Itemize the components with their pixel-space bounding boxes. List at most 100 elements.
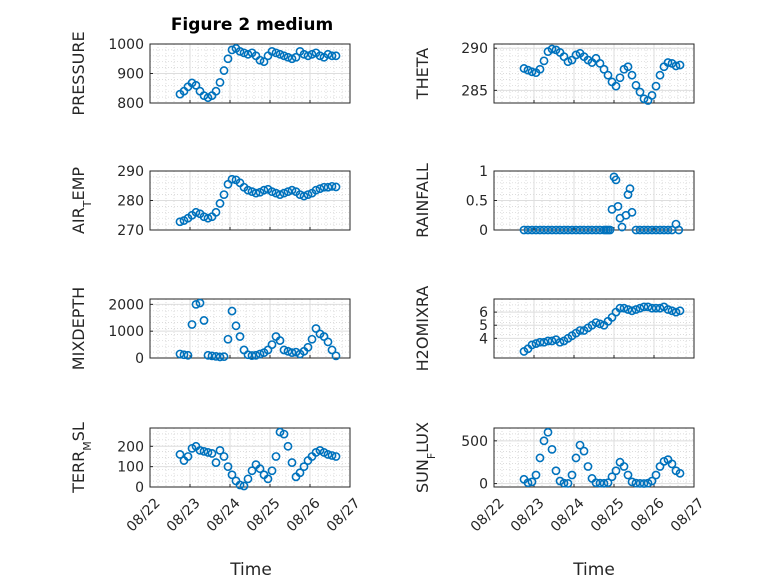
- data-point: [607, 472, 617, 482]
- data-point: [191, 207, 201, 217]
- data-point: [523, 65, 533, 75]
- data-point: [623, 470, 633, 480]
- data-point: [215, 352, 225, 362]
- data-point: [599, 478, 609, 488]
- data-point: [203, 213, 213, 223]
- data-point: [315, 184, 325, 194]
- data-point: [675, 468, 685, 478]
- y-axis-label: AIRTEMP: [69, 167, 94, 234]
- data-point: [555, 337, 565, 347]
- data-point: [327, 451, 337, 460]
- data-point: [543, 336, 553, 346]
- data-point: [639, 479, 649, 488]
- data-point: [211, 458, 221, 467]
- data-point: [619, 303, 629, 313]
- data-point: [203, 350, 213, 360]
- data-point: [619, 462, 629, 471]
- data-point: [191, 299, 201, 309]
- data-point: [591, 318, 601, 327]
- data-point: [579, 446, 589, 456]
- y-tick-label: 1000: [108, 37, 144, 53]
- data-point: [279, 188, 289, 198]
- data-point: [323, 337, 333, 347]
- data-point: [539, 337, 549, 347]
- data-point: [307, 334, 317, 344]
- data-point: [295, 468, 305, 478]
- subplot-pressure: 800 900 1000 PRESSURE: [69, 31, 351, 116]
- data-point: [207, 449, 217, 458]
- data-point: [255, 349, 265, 359]
- data-point: [291, 52, 301, 62]
- y-axis-label: RAINFALL: [413, 163, 432, 238]
- y-tick-label: 5: [479, 318, 488, 334]
- data-point: [255, 464, 265, 474]
- data-point: [235, 46, 245, 56]
- data-point: [271, 48, 281, 58]
- data-point: [611, 466, 621, 476]
- data-point: [223, 334, 233, 344]
- data-point: [267, 187, 277, 197]
- data-point: [219, 352, 229, 362]
- data-point: [175, 450, 185, 459]
- data-point: [613, 201, 623, 211]
- y-tick-label: 200: [117, 439, 144, 455]
- data-point: [251, 350, 261, 360]
- data-point: [603, 70, 613, 80]
- data-point: [315, 51, 325, 61]
- data-point: [651, 303, 661, 313]
- data-point: [259, 57, 269, 67]
- data-point: [227, 306, 237, 316]
- y-tick-label: 0: [135, 480, 144, 496]
- data-point: [539, 436, 549, 446]
- subplot-sun-flux: 0 500 08/22 08/23 08/24 08/25 08/26 08/27 SUNFLU…: [413, 422, 708, 535]
- data-point: [595, 319, 605, 329]
- axes-box: [149, 43, 351, 104]
- data-point: [327, 345, 337, 355]
- y-tick-label: 100: [117, 460, 144, 476]
- data-point: [207, 351, 217, 361]
- data-point: [531, 339, 541, 348]
- data-point: [263, 474, 273, 484]
- x-tick-label: 08/23: [508, 495, 548, 535]
- y-tick-label: 1000: [108, 324, 144, 340]
- data-point: [535, 64, 545, 74]
- data-point: [663, 58, 673, 67]
- data-point: [615, 303, 625, 313]
- data-point: [627, 70, 637, 80]
- data-point: [211, 207, 221, 217]
- data-point: [183, 452, 193, 461]
- data-point: [631, 305, 641, 314]
- y-tick-label: 800: [117, 96, 144, 112]
- data-point: [275, 190, 285, 199]
- data-point: [603, 478, 613, 488]
- data-point: [527, 67, 537, 77]
- data-point: [647, 476, 657, 486]
- data-point: [331, 182, 341, 192]
- data-point: [591, 478, 601, 488]
- y-tick-label: 270: [117, 223, 144, 239]
- data-point: [227, 45, 237, 55]
- data-point: [287, 185, 297, 195]
- data-point: [243, 474, 253, 484]
- axes-box: [149, 427, 351, 488]
- data-point: [175, 217, 185, 227]
- data-point: [331, 452, 341, 461]
- data-point: [623, 62, 633, 72]
- y-axis-label: TERRMSL: [69, 422, 94, 494]
- data-point: [299, 462, 309, 472]
- data-point: [655, 303, 665, 313]
- data-point: [567, 470, 577, 480]
- data-point: [663, 305, 673, 314]
- data-point: [267, 466, 277, 476]
- axes-box: [493, 427, 695, 488]
- data-point: [239, 48, 249, 58]
- data-point: [559, 478, 569, 488]
- data-point: [627, 477, 637, 487]
- data-point: [563, 479, 573, 488]
- data-point: [215, 445, 225, 455]
- y-axis-label: PRESSURE: [69, 31, 88, 115]
- data-point: [283, 346, 293, 356]
- y-tick-label: 6: [479, 305, 488, 321]
- y-tick-label: 0: [479, 223, 488, 239]
- subplot-theta: 285 290 THETA: [413, 41, 695, 105]
